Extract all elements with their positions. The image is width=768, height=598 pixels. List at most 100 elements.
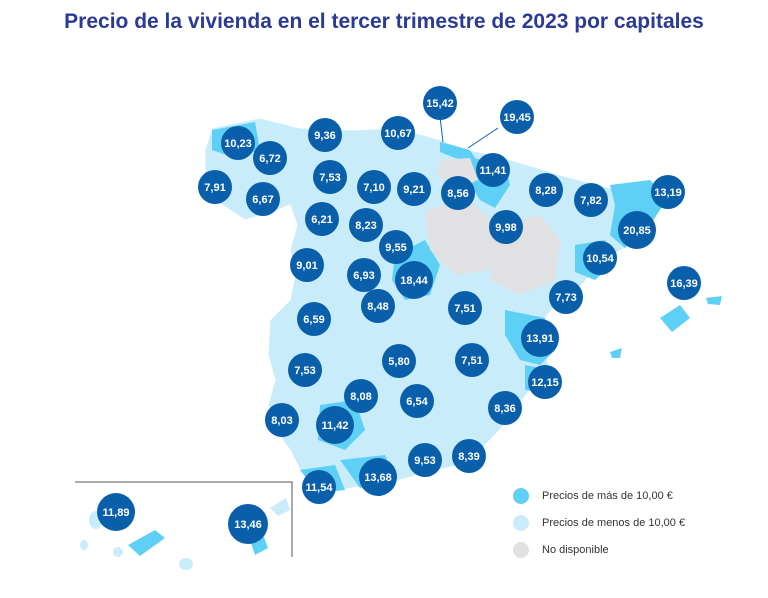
region-unavailable-2	[425, 200, 495, 275]
price-label: 13,46	[234, 519, 262, 531]
region-north-above	[440, 142, 478, 162]
price-label: 11,41	[480, 165, 507, 177]
price-marker	[221, 126, 255, 160]
price-marker	[253, 141, 287, 175]
price-label: 19,45	[503, 112, 531, 124]
price-label: 13,68	[364, 472, 392, 484]
price-label: 9,21	[403, 184, 424, 196]
price-label: 20,85	[623, 225, 651, 237]
price-marker	[308, 118, 342, 152]
price-marker	[583, 241, 617, 275]
legend-swatch	[513, 488, 529, 504]
price-marker	[651, 175, 685, 209]
price-label: 15,42	[426, 98, 454, 110]
price-label: 11,42	[322, 420, 349, 432]
price-marker	[400, 384, 434, 418]
price-label: 6,59	[303, 314, 324, 326]
price-label: 7,51	[454, 303, 475, 315]
price-marker	[395, 261, 433, 299]
price-marker	[379, 230, 413, 264]
price-label: 8,48	[367, 301, 388, 313]
canary-inset-border	[75, 481, 293, 557]
price-label: 8,39	[458, 451, 479, 463]
price-marker	[667, 266, 701, 300]
price-marker	[302, 470, 336, 504]
price-label: 9,53	[414, 455, 435, 467]
legend-label: Precios de menos de 10,00 €	[542, 517, 686, 529]
price-label: 18,44	[400, 275, 428, 287]
price-marker	[313, 160, 347, 194]
price-label: 8,23	[355, 220, 376, 232]
price-marker	[382, 344, 416, 378]
price-marker	[455, 343, 489, 377]
price-label: 6,93	[353, 270, 374, 282]
price-label: 7,53	[294, 365, 315, 377]
price-marker	[228, 504, 268, 544]
price-marker	[549, 280, 583, 314]
balearic-islands	[610, 296, 722, 358]
price-label: 6,67	[252, 194, 273, 206]
price-marker	[359, 458, 397, 496]
price-marker	[489, 210, 523, 244]
price-label: 12,15	[531, 377, 559, 389]
price-marker	[357, 170, 391, 204]
price-marker	[488, 391, 522, 425]
price-marker	[423, 86, 457, 120]
price-marker	[448, 291, 482, 325]
price-label: 9,98	[495, 222, 516, 234]
price-label: 6,54	[406, 396, 428, 408]
price-marker	[441, 176, 475, 210]
price-marker	[97, 493, 135, 531]
price-label: 8,03	[271, 415, 292, 427]
price-marker	[500, 100, 534, 134]
price-marker	[198, 170, 232, 204]
price-marker	[344, 379, 378, 413]
price-marker	[397, 172, 431, 206]
price-marker	[349, 208, 383, 242]
page-title: Precio de la vivienda en el tercer trime…	[64, 10, 704, 33]
price-marker	[618, 211, 656, 249]
price-marker	[528, 365, 562, 399]
price-marker	[316, 406, 354, 444]
price-label: 7,51	[461, 355, 482, 367]
legend-swatch	[513, 515, 529, 531]
price-label: 7,82	[580, 195, 601, 207]
legend-item-unavailable: No disponible	[513, 541, 609, 559]
price-label: 8,56	[447, 188, 468, 200]
price-label: 7,53	[319, 172, 340, 184]
price-label: 9,36	[314, 130, 335, 142]
price-label: 9,55	[385, 242, 406, 254]
price-label: 6,21	[311, 214, 332, 226]
price-label: 7,91	[204, 182, 225, 194]
legend-label: Precios de más de 10,00 €	[542, 490, 673, 502]
price-label: 5,80	[388, 356, 409, 368]
price-marker	[246, 182, 280, 216]
price-marker	[529, 173, 563, 207]
price-label: 13,19	[654, 187, 682, 199]
legend-swatch	[513, 542, 529, 558]
price-label: 11,54	[306, 482, 334, 494]
price-label: 10,67	[384, 128, 412, 140]
legend-label: No disponible	[542, 544, 609, 556]
price-label: 11,89	[103, 507, 130, 519]
price-label: 7,73	[555, 292, 576, 304]
price-label: 10,54	[586, 253, 614, 265]
price-label: 8,36	[494, 403, 515, 415]
price-label: 8,08	[350, 391, 371, 403]
price-label: 10,23	[224, 138, 252, 150]
price-marker	[290, 248, 324, 282]
price-marker	[297, 302, 331, 336]
price-marker	[347, 258, 381, 292]
price-marker	[452, 439, 486, 473]
price-marker	[381, 116, 415, 150]
legend-item-below: Precios de menos de 10,00 €	[513, 514, 685, 532]
price-marker	[265, 403, 299, 437]
price-marker	[361, 289, 395, 323]
price-markers: 15,42 19,45 10,23 9,36 10,67 6,72 11,41 7,53 13,…	[97, 86, 701, 544]
price-marker	[521, 319, 559, 357]
leader-lines	[439, 116, 499, 149]
legend-item-above: Precios de más de 10,00 €	[513, 487, 673, 505]
price-label: 9,01	[296, 260, 317, 272]
price-marker	[476, 153, 510, 187]
